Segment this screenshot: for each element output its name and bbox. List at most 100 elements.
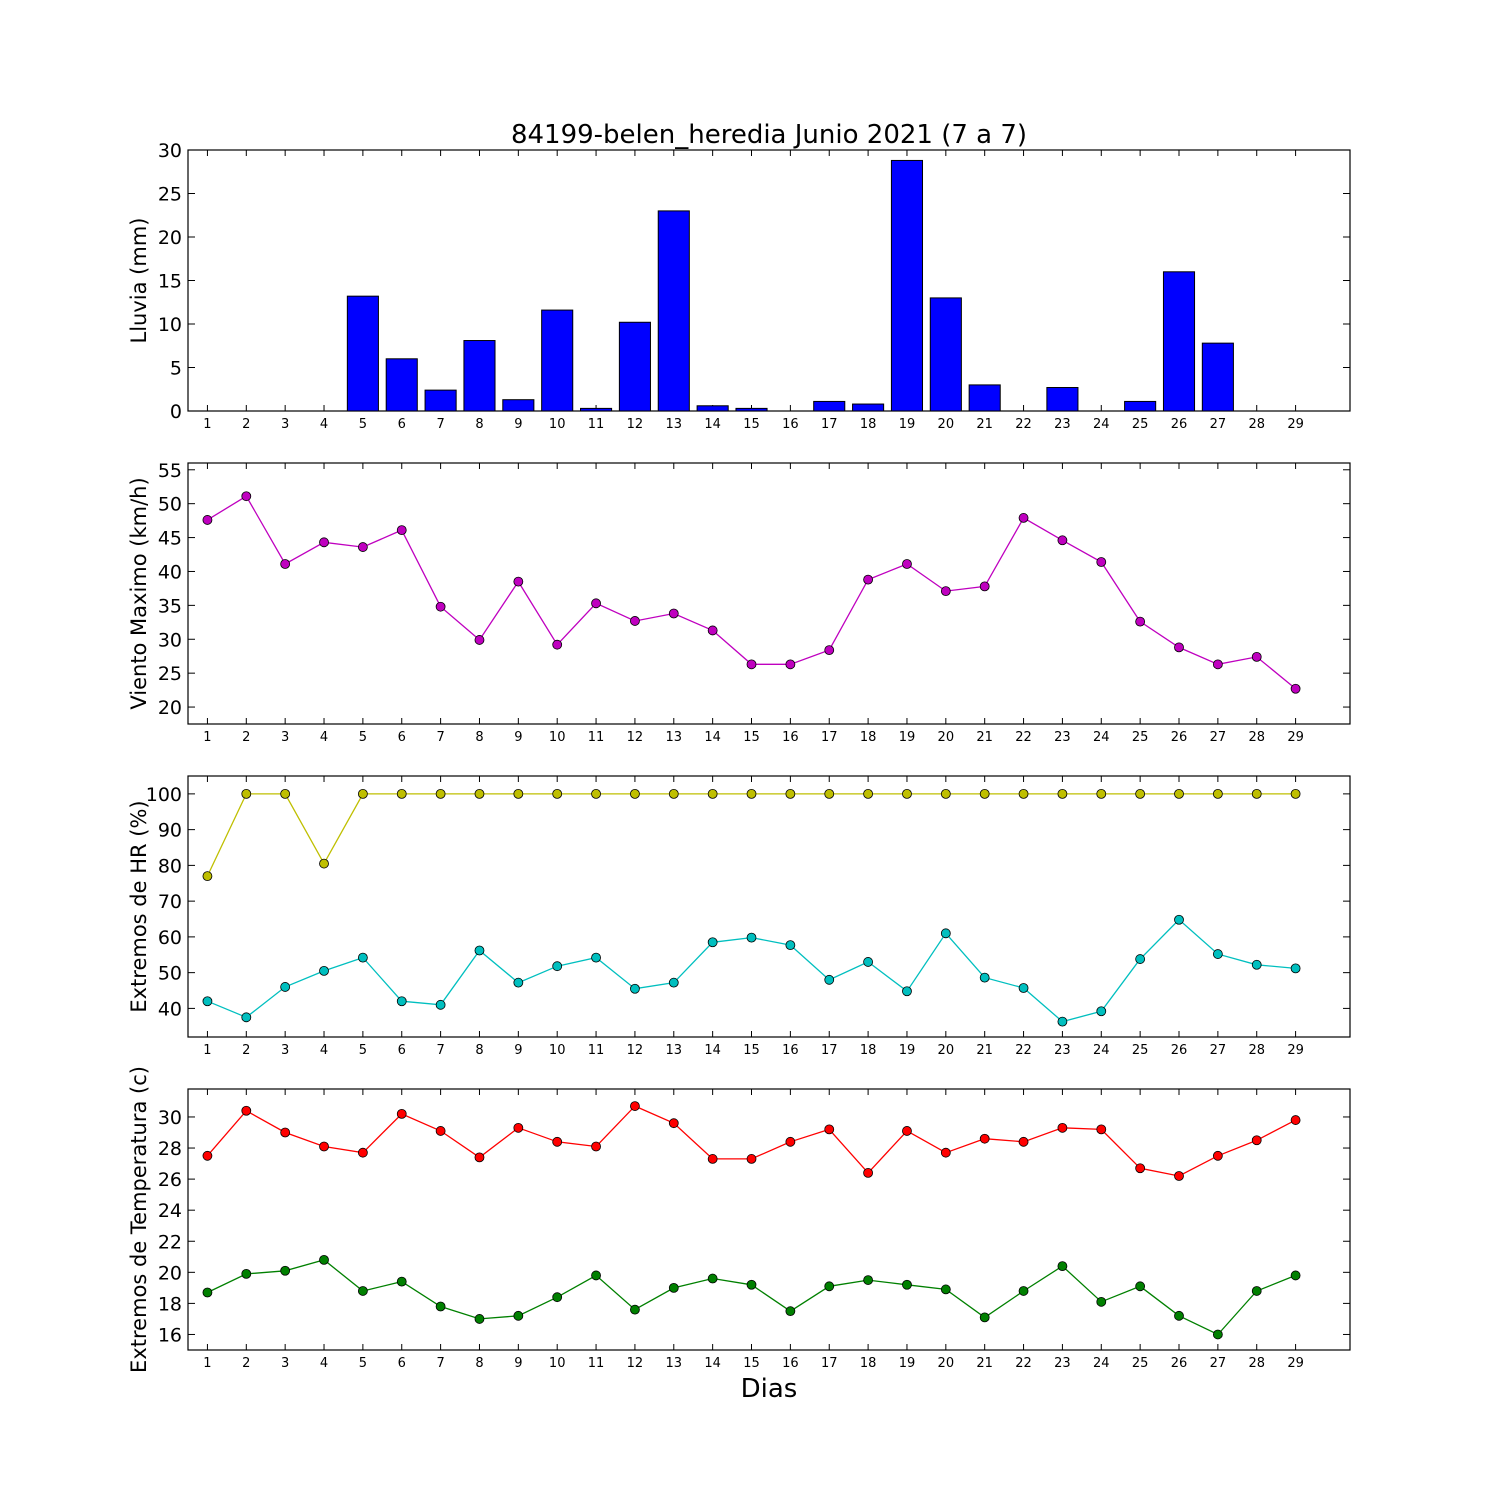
data-point <box>902 788 912 799</box>
x-tick-label: 2 <box>242 417 250 432</box>
data-point <box>824 1281 835 1292</box>
y-tick-label: 22 <box>158 1231 182 1253</box>
data-point <box>785 1306 796 1317</box>
data-point <box>552 961 563 972</box>
data-point <box>863 957 874 967</box>
axes-frame <box>187 775 1351 1038</box>
bar <box>1201 342 1234 412</box>
x-tick-label: 19 <box>899 1043 916 1058</box>
data-point <box>1290 683 1301 694</box>
data-point <box>552 788 563 799</box>
data-point <box>1096 1296 1107 1307</box>
y-tick-label: 28 <box>158 1138 182 1160</box>
x-tick-label: 7 <box>436 1356 444 1371</box>
data-point <box>940 788 951 799</box>
x-tick-label: 12 <box>627 730 644 745</box>
x-tick-label: 14 <box>704 1043 721 1058</box>
data-point <box>1251 651 1262 662</box>
bar <box>463 340 496 412</box>
data-point <box>591 1141 601 1152</box>
bar <box>1162 271 1196 412</box>
data-point <box>668 1118 679 1129</box>
x-tick-label: 13 <box>666 417 683 432</box>
data-point <box>1135 788 1146 799</box>
x-tick-label: 7 <box>436 730 444 745</box>
data-point <box>902 559 912 569</box>
data-point <box>1057 535 1068 546</box>
x-tick-label: 21 <box>976 417 993 432</box>
y-tick-label: 20 <box>158 1262 182 1284</box>
x-tick-label: 27 <box>1210 730 1227 745</box>
data-point <box>552 639 563 650</box>
data-point <box>241 1105 252 1116</box>
x-tick-label: 15 <box>743 1356 760 1371</box>
data-point <box>1096 557 1107 567</box>
bar <box>813 400 846 412</box>
x-tick-label: 8 <box>475 730 483 745</box>
data-point <box>824 788 835 799</box>
bar <box>385 358 418 412</box>
data-point <box>824 645 835 656</box>
x-tick-label: 7 <box>436 1043 444 1058</box>
data-point <box>280 982 291 992</box>
data-point <box>357 788 368 799</box>
x-tick-label: 5 <box>359 1356 367 1371</box>
x-tick-label: 14 <box>704 1356 721 1371</box>
data-point <box>1096 1006 1107 1017</box>
x-tick-label: 27 <box>1210 1043 1227 1058</box>
x-tick-label: 26 <box>1171 1043 1188 1058</box>
x-tick-label: 9 <box>514 1043 522 1058</box>
x-tick-label: 8 <box>475 417 483 432</box>
data-point <box>1174 914 1184 925</box>
data-point <box>746 932 757 943</box>
data-point <box>396 996 407 1007</box>
x-tick-label: 8 <box>475 1356 483 1371</box>
x-tick-label: 1 <box>203 417 211 432</box>
x-tick-label: 5 <box>359 1043 367 1058</box>
x-tick-label: 12 <box>627 417 644 432</box>
data-point <box>513 1310 524 1321</box>
bar <box>1046 387 1079 412</box>
data-point <box>396 1276 407 1287</box>
data-point <box>513 576 524 587</box>
data-point <box>241 788 252 799</box>
x-tick-label: 18 <box>860 730 877 745</box>
data-point <box>1096 788 1107 799</box>
data-point <box>863 788 874 799</box>
x-tick-label: 29 <box>1287 417 1304 432</box>
data-point <box>746 1154 757 1164</box>
x-tick-label: 19 <box>899 730 916 745</box>
y-tick-label: 40 <box>158 998 182 1020</box>
x-tick-label: 8 <box>475 1043 483 1058</box>
x-tick-label: 15 <box>743 417 760 432</box>
data-point <box>1290 1115 1301 1125</box>
data-point <box>241 1012 252 1023</box>
bar <box>346 295 379 412</box>
x-tick-label: 13 <box>666 1043 683 1058</box>
x-tick-label: 16 <box>782 730 799 745</box>
data-point <box>396 788 407 799</box>
x-tick-label: 6 <box>398 1356 406 1371</box>
x-tick-label: 6 <box>398 417 406 432</box>
data-point <box>1174 788 1184 799</box>
data-point <box>902 1126 912 1136</box>
data-point <box>785 940 796 951</box>
y-axis-label: Extremos de HR (%) <box>127 800 151 1012</box>
data-point <box>1174 642 1184 653</box>
bar <box>541 309 574 412</box>
x-tick-label: 22 <box>1015 1356 1032 1371</box>
bar <box>424 389 457 412</box>
y-tick-label: 16 <box>158 1324 182 1346</box>
x-tick-label: 4 <box>320 1043 328 1058</box>
data-point <box>1251 788 1262 799</box>
data-point <box>979 972 990 983</box>
y-tick-label: 20 <box>158 697 182 719</box>
x-tick-label: 22 <box>1015 730 1032 745</box>
data-point <box>707 937 718 948</box>
data-point <box>630 983 640 994</box>
y-tick-label: 90 <box>158 820 182 842</box>
data-point <box>1135 1281 1146 1292</box>
y-tick-label: 15 <box>158 271 182 293</box>
data-point <box>785 788 796 799</box>
